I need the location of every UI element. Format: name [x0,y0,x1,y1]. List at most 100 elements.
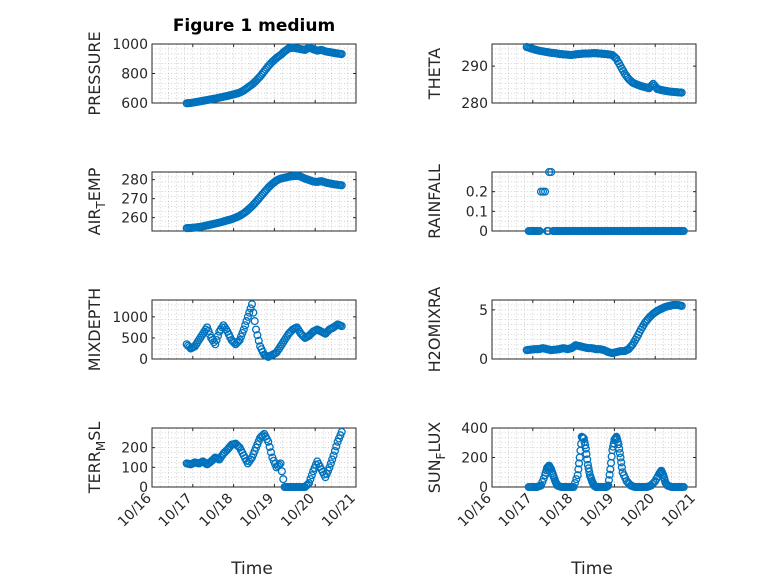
data-point [547,167,556,177]
data-point [326,459,335,468]
data-series [182,171,346,233]
data-point [617,463,626,472]
data-point [203,323,212,332]
y-tick-label: 1000 [112,310,148,326]
data-point [238,328,247,338]
data-point [540,187,550,196]
y-tick-label: 280 [461,96,488,112]
data-series [182,427,346,492]
y-tick-label: 100 [121,460,148,476]
y-axis-label: TERRMSL [85,422,108,495]
data-point [679,226,688,236]
data-point [583,455,592,464]
y-axis-label: PRESSURE [85,31,104,115]
data-point [277,467,286,476]
data-point [572,475,581,484]
y-tick-label: 200 [121,441,148,457]
data-point [605,470,614,479]
y-tick-label: 600 [121,96,148,112]
data-point [585,467,594,476]
data-series [522,42,686,97]
data-point [647,81,656,90]
y-tick-label: 200 [461,451,488,467]
chart-panel-1: 600 800 1000 PRESSURE Figure 1 medium [85,16,357,116]
data-point [325,463,334,472]
data-point [275,460,284,469]
y-tick-label: 0 [479,352,488,368]
y-tick-label: 0 [139,352,148,368]
data-point [604,481,613,490]
y-axis-label: H2OMIXRA [425,287,444,373]
data-point [266,448,276,457]
chart-panel-2: 280 290 THETA [425,42,697,112]
data-point [330,446,339,455]
data-point [337,427,346,436]
y-tick-label: 280 [121,173,148,189]
data-point [614,440,623,449]
data-series [522,300,686,358]
x-axis-label: Time [570,559,613,579]
data-point [329,451,338,460]
data-point [573,471,582,480]
data-point [211,340,220,349]
data-point [276,459,285,468]
data-point [570,479,580,488]
data-point [242,317,251,326]
axes-box [491,171,697,232]
data-point [679,482,688,492]
chart-panel-6: 0 5 H2OMIXRA [425,287,697,373]
data-point [617,458,626,467]
y-tick-label: 800 [121,67,148,83]
y-axis-label: SUNFLUX [425,422,448,494]
y-tick-label: 270 [121,192,148,208]
data-point [337,181,346,190]
y-tick-label: 1000 [112,37,148,53]
y-tick-label: 400 [461,421,488,437]
y-tick-label: 0 [479,480,488,496]
y-tick-label: 0.1 [466,204,488,220]
y-tick-label: 260 [121,211,148,227]
data-point [235,335,244,345]
y-tick-label: 290 [461,59,488,75]
y-tick-label: 0.2 [466,185,488,201]
x-axis-label: Time [230,559,273,579]
chart-title: Figure 1 medium [173,16,335,36]
data-point [264,437,273,446]
data-point [615,449,624,458]
data-point [582,450,591,459]
data-point [247,300,257,309]
data-point [204,326,213,335]
data-point [305,479,314,488]
data-point [201,459,210,468]
axes-box [151,171,357,232]
data-point [616,453,625,462]
data-point [581,441,590,450]
data-point [243,312,252,321]
data-point [574,465,583,474]
data-point [307,471,316,480]
data-point [279,475,288,484]
y-tick-label: 0 [479,224,488,240]
data-point [677,301,686,310]
data-point [250,317,259,326]
data-point [254,336,263,345]
axes-box [491,299,697,360]
data-point [245,308,254,317]
y-axis-label: AIRTEMP [85,167,108,235]
data-point [337,322,346,331]
data-point [337,49,346,59]
data-point [574,459,584,468]
data-series [524,167,688,236]
data-point [581,444,590,453]
y-axis-label: THETA [425,48,444,100]
y-tick-label: 0 [139,480,148,496]
data-point [251,325,261,334]
data-point [237,332,246,341]
chart-panel-5: 0 500 1000 MIXDEPTH [85,288,357,371]
data-point [677,88,686,97]
chart-panel-4: 0 0.1 0.2 RAINFALL [425,164,697,240]
data-point [239,325,248,334]
data-point [615,444,624,453]
data-point [569,482,578,492]
